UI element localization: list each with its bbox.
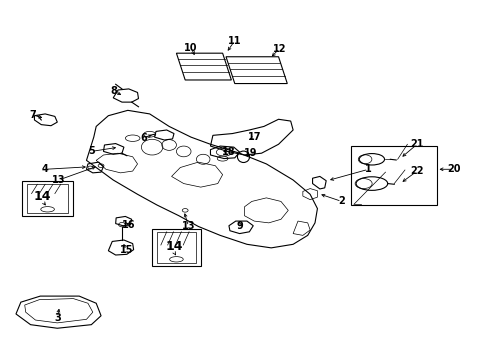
Text: 8: 8 — [110, 86, 118, 96]
Text: 9: 9 — [236, 221, 243, 231]
Text: 18: 18 — [222, 147, 235, 157]
Text: 15: 15 — [120, 245, 133, 255]
Bar — [152, 229, 201, 266]
Text: 20: 20 — [446, 164, 459, 174]
Text: 16: 16 — [122, 220, 135, 230]
Text: 3: 3 — [54, 312, 61, 323]
Bar — [351, 146, 436, 205]
Text: 17: 17 — [247, 132, 261, 142]
Text: 7: 7 — [30, 110, 36, 120]
Text: 11: 11 — [227, 36, 241, 46]
Text: 19: 19 — [243, 148, 257, 158]
Text: 1: 1 — [365, 164, 371, 174]
Text: 13: 13 — [182, 221, 195, 231]
Bar — [22, 181, 73, 216]
Text: 22: 22 — [409, 166, 423, 176]
Text: 6: 6 — [140, 133, 146, 143]
Text: 5: 5 — [88, 147, 95, 157]
Text: 4: 4 — [41, 164, 48, 174]
Text: 21: 21 — [409, 139, 423, 149]
Text: 10: 10 — [184, 43, 197, 53]
Text: 12: 12 — [272, 44, 285, 54]
Text: 14: 14 — [165, 240, 183, 253]
Text: 2: 2 — [338, 197, 345, 206]
Text: 14: 14 — [34, 190, 51, 203]
Text: 13: 13 — [52, 175, 65, 185]
